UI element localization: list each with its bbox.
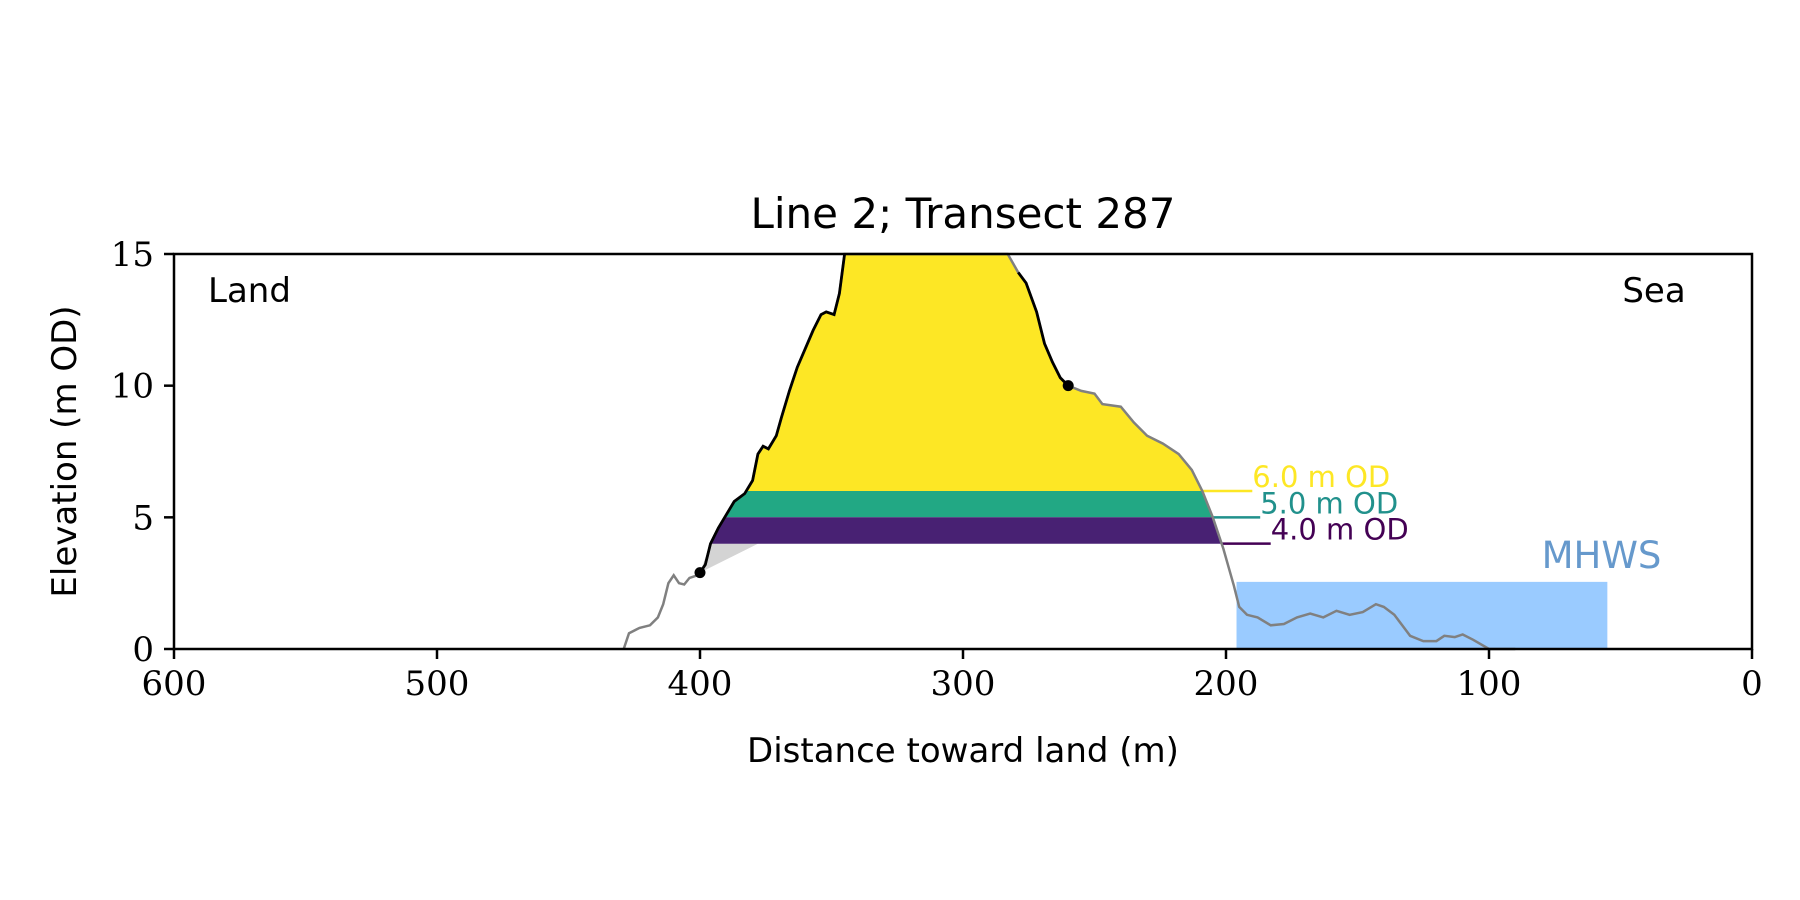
dune-outline	[698, 253, 1070, 574]
y-tick-label: 10	[111, 367, 154, 407]
y-axis-label: Elevation (m OD)	[45, 305, 85, 597]
land-label: Land	[208, 271, 291, 311]
level-labels: 6.0 m OD5.0 m OD4.0 m OD	[1252, 460, 1408, 547]
volume-above-6m	[746, 254, 1203, 491]
x-tick-label: 300	[931, 664, 996, 704]
dune-toe-point	[694, 567, 706, 579]
x-tick-label: 200	[1194, 664, 1259, 704]
level-label: 4.0 m OD	[1271, 513, 1409, 547]
sea-label: Sea	[1622, 271, 1685, 311]
y-tick-label: 15	[111, 235, 154, 275]
level-label: 6.0 m OD	[1252, 460, 1390, 494]
level-lines	[1202, 489, 1271, 545]
y-axis: 0 5 10 15	[111, 235, 174, 670]
chart-title: Line 2; Transect 287	[750, 189, 1175, 238]
plot-area: 6.0 m OD5.0 m OD4.0 m OD MHWS Land Sea	[208, 252, 1686, 651]
x-axis: 600 500 400 300 200 100 0	[142, 649, 1763, 704]
level-label: 5.0 m OD	[1260, 486, 1398, 520]
dune-crest-point	[1062, 380, 1074, 392]
dune-base-wedge	[700, 543, 758, 573]
x-tick-label: 0	[1741, 664, 1763, 704]
x-axis-label: Distance toward land (m)	[747, 731, 1179, 771]
x-tick-label: 600	[142, 664, 207, 704]
volume-5-to-6m	[724, 491, 1213, 518]
mhws-water-area	[1236, 581, 1608, 649]
x-tick-label: 100	[1457, 664, 1522, 704]
x-tick-label: 400	[668, 664, 733, 704]
x-tick-label: 500	[405, 664, 470, 704]
volume-4-to-5m	[710, 517, 1222, 544]
mhws-label: MHWS	[1542, 534, 1662, 577]
y-tick-label: 5	[132, 498, 154, 538]
y-tick-label: 0	[132, 630, 154, 670]
